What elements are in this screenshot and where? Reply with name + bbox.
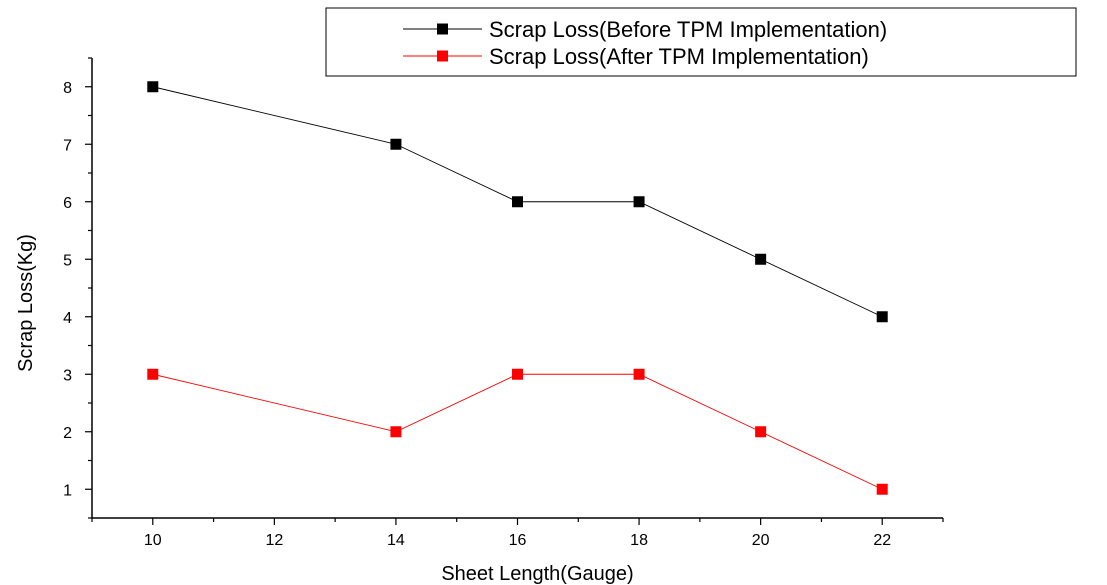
data-point — [147, 368, 159, 380]
legend-label-before: Scrap Loss(Before TPM Implementation) — [489, 17, 887, 42]
data-point — [876, 311, 888, 323]
x-tick-label: 10 — [144, 532, 162, 549]
x-tick-label: 22 — [873, 532, 891, 549]
y-tick-label: 4 — [63, 310, 72, 327]
y-tick-label: 2 — [63, 425, 72, 442]
y-axis-title: Scrap Loss(Kg) — [15, 234, 37, 372]
series-line — [152, 86, 883, 318]
y-tick-label: 3 — [63, 367, 72, 384]
x-tick-label: 18 — [630, 532, 648, 549]
legend-label-after: Scrap Loss(After TPM Implementation) — [489, 44, 869, 69]
legend-marker-before — [437, 23, 448, 35]
series-after — [147, 368, 888, 495]
axes — [91, 58, 943, 519]
data-point — [755, 426, 767, 438]
data-point — [390, 426, 402, 438]
data-point — [876, 483, 888, 495]
data-point — [633, 368, 645, 380]
series-before — [147, 81, 888, 323]
x-axis-ticks: 10 12 14 16 18 20 22 — [91, 518, 944, 549]
x-axis-title: Sheet Length(Gauge) — [441, 563, 633, 585]
x-tick-label: 20 — [752, 532, 770, 549]
data-point — [755, 253, 767, 265]
data-point — [390, 138, 402, 150]
legend-box — [325, 7, 1077, 77]
y-tick-label: 8 — [63, 80, 72, 97]
legend: Scrap Loss(Before TPM Implementation) Sc… — [325, 7, 1077, 77]
legend-marker-after — [437, 50, 448, 62]
data-point — [512, 196, 523, 208]
y-tick-label: 1 — [63, 482, 72, 499]
series-layer — [147, 81, 888, 495]
x-tick-label: 14 — [387, 532, 405, 549]
series-line — [152, 373, 883, 490]
y-tick-label: 7 — [63, 137, 72, 154]
y-tick-label: 6 — [63, 195, 72, 212]
y-axis-ticks: 1 2 3 4 5 6 7 8 — [63, 57, 92, 519]
x-tick-label: 12 — [265, 532, 283, 549]
legend-entry-after: Scrap Loss(After TPM Implementation) — [403, 44, 869, 69]
legend-entry-before: Scrap Loss(Before TPM Implementation) — [403, 17, 887, 42]
data-point — [512, 368, 523, 380]
y-tick-label: 5 — [63, 252, 72, 269]
x-tick-label: 16 — [509, 532, 527, 549]
data-point — [147, 81, 159, 93]
data-point — [633, 196, 645, 208]
